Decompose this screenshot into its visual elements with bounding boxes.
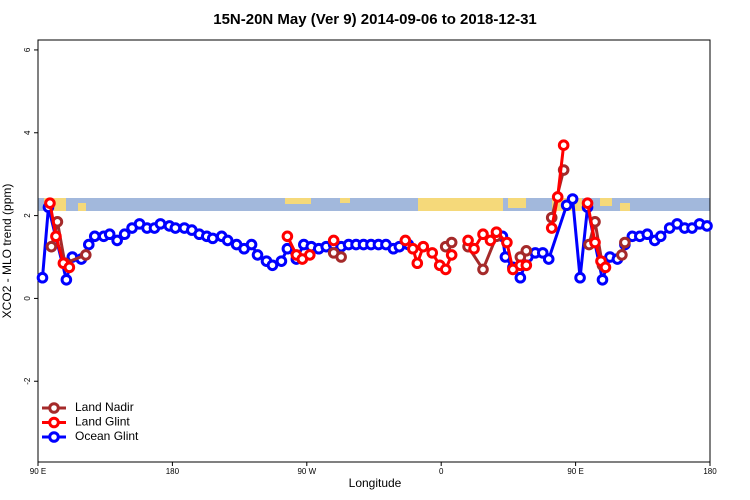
data-point [599, 261, 612, 274]
y-tick-label: -2 [23, 377, 32, 385]
data-point [654, 230, 667, 243]
data-point [36, 271, 49, 284]
land-band [78, 203, 86, 211]
data-point [303, 249, 316, 261]
data-point [154, 218, 167, 230]
y-tick-label: 4 [23, 130, 32, 135]
land-band [340, 198, 350, 203]
data-point [439, 263, 452, 276]
data-point [245, 238, 258, 251]
data-point [545, 222, 558, 234]
data-point [79, 249, 92, 261]
data-point [551, 191, 564, 203]
data-point [619, 236, 631, 249]
data-point [501, 236, 513, 249]
data-point [50, 230, 62, 243]
legend-label: Ocean Glint [75, 429, 139, 443]
data-point [426, 247, 439, 259]
data-point [514, 271, 527, 284]
data-point [596, 273, 609, 286]
land-band [620, 203, 630, 211]
x-tick-label: 0 [439, 467, 444, 476]
land-band [600, 198, 612, 206]
data-point [557, 139, 570, 151]
land-band [508, 198, 526, 208]
x-tick-label: 90 W [297, 467, 316, 476]
legend-marker [48, 431, 60, 443]
data-point [477, 263, 489, 276]
data-point [407, 242, 419, 255]
x-tick-label: 180 [703, 467, 717, 476]
data-point [462, 234, 474, 247]
data-point [542, 253, 555, 265]
x-axis-label: Longitude [349, 476, 402, 490]
legend-label: Land Glint [75, 415, 130, 429]
map-strip [38, 198, 710, 211]
y-axis-label: XCO2 - MLO trend (ppm) [0, 184, 14, 319]
legend-marker [48, 402, 60, 414]
data-point [206, 232, 219, 245]
data-point [221, 234, 234, 247]
legend-marker [48, 416, 60, 429]
data-point [641, 228, 654, 241]
data-point [484, 234, 497, 247]
data-point [589, 236, 601, 249]
x-tick-label: 180 [166, 467, 180, 476]
land-band [285, 198, 311, 204]
data-point [399, 234, 412, 247]
data-point [266, 259, 279, 272]
data-point [520, 259, 533, 272]
plot-frame [37, 39, 711, 463]
y-tick-label: 6 [23, 47, 32, 52]
data-point [468, 242, 480, 255]
data-point [82, 238, 95, 251]
data-point [251, 249, 264, 261]
data-point [327, 234, 340, 247]
legend-label: Land Nadir [75, 400, 134, 414]
data-point [445, 249, 458, 261]
y-tick-label: 0 [23, 296, 32, 301]
x-tick-label: 90 E [30, 467, 46, 476]
data-point [490, 226, 503, 238]
data-point [616, 249, 628, 261]
data-point [103, 228, 116, 241]
data-point [701, 220, 713, 232]
land-band [418, 198, 503, 211]
data-point [335, 251, 347, 263]
data-point [477, 228, 489, 241]
data-point [566, 193, 579, 205]
ocean-band [38, 198, 710, 211]
y-tick-label: 2 [23, 213, 32, 218]
data-point [60, 273, 73, 286]
x-tick-label: 90 E [567, 467, 583, 476]
data-point [88, 230, 101, 243]
data-point [118, 228, 131, 241]
data-point [44, 197, 56, 209]
data-point [45, 240, 58, 253]
data-point [169, 222, 182, 234]
chart-title: 15N-20N May (Ver 9) 2014-09-06 to 2018-1… [213, 11, 537, 28]
data-point [275, 255, 288, 267]
data-point [445, 236, 458, 249]
data-point [111, 234, 123, 247]
data-point [581, 197, 594, 209]
series [44, 139, 612, 276]
data-point [411, 257, 424, 270]
data-point [520, 244, 533, 257]
data-point [281, 242, 294, 255]
data-point [281, 230, 294, 243]
data-point [63, 261, 76, 274]
data-point [574, 271, 586, 284]
data-point [417, 240, 430, 253]
